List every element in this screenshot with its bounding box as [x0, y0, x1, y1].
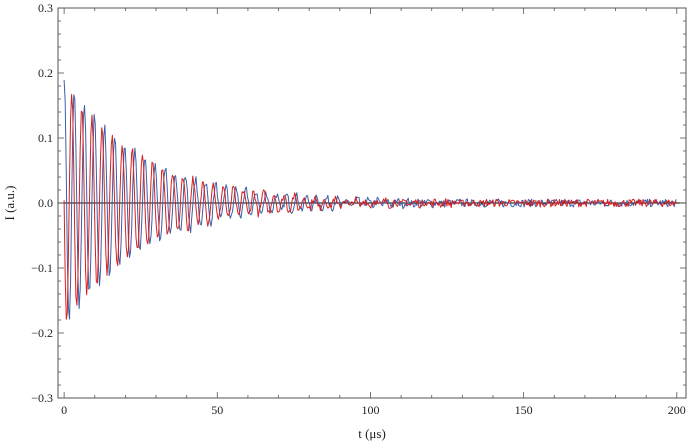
y-axis-label: I (a.u.) — [2, 185, 17, 220]
x-tick-label: 50 — [211, 403, 223, 417]
x-tick-label: 100 — [361, 403, 379, 417]
y-tick-label: −0.2 — [31, 326, 53, 340]
x-tick-label: 0 — [61, 403, 67, 417]
y-tick-label: 0.0 — [38, 196, 53, 210]
y-tick-label: −0.3 — [31, 391, 53, 405]
y-tick-label: 0.3 — [38, 1, 53, 15]
tick-layer: 0 50 100 150 200 −0.3 −0.2 −0.1 0.0 0.1 0.2 0.3 — [31, 1, 686, 417]
y-tick-label: 0.2 — [38, 66, 53, 80]
x-tick-label: 200 — [668, 403, 686, 417]
series-layer — [63, 80, 677, 320]
y-tick-label: 0.1 — [38, 131, 53, 145]
x-tick-label: 150 — [515, 403, 533, 417]
series-line-1 — [63, 80, 677, 320]
y-tick-label: −0.1 — [31, 261, 53, 275]
x-axis-label: t (μs) — [358, 426, 386, 441]
series-line-2 — [63, 94, 677, 320]
